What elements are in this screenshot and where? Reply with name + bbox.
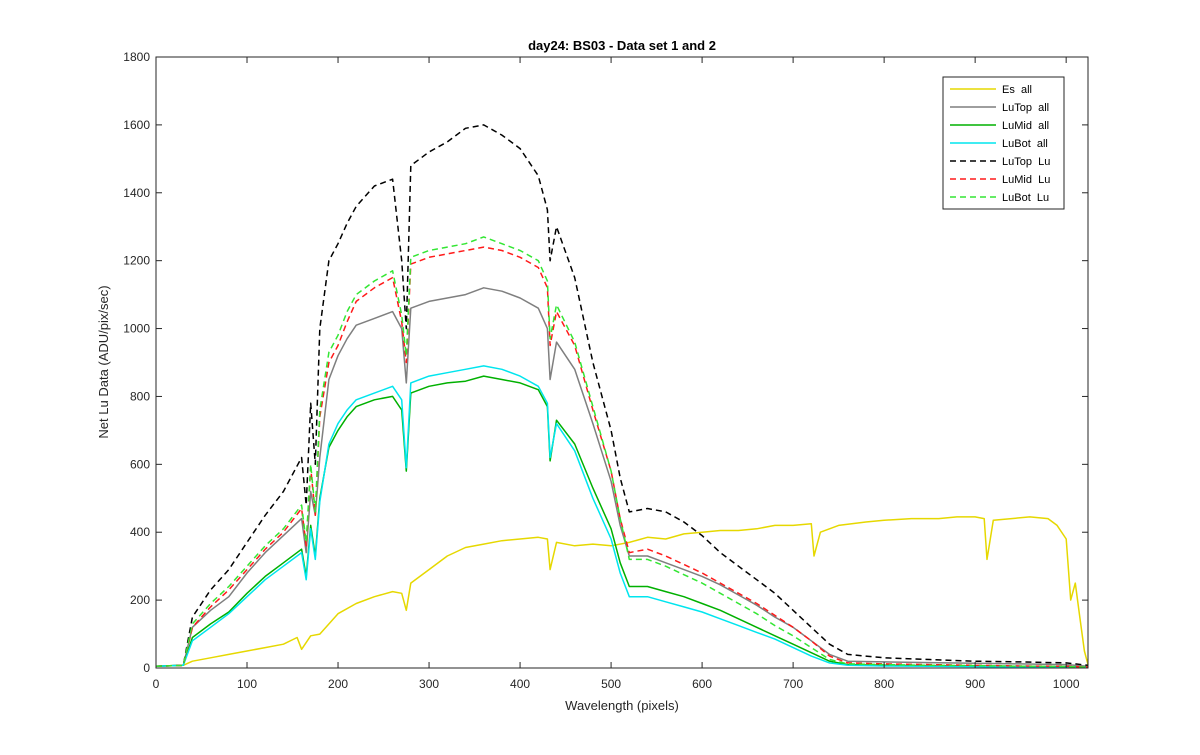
legend-label-0: Es all	[1002, 84, 1032, 96]
series-line-3	[155, 365, 1089, 669]
series-layer	[155, 124, 1089, 669]
legend-label-5: LuMid Lu	[1002, 174, 1050, 186]
x-tick-label: 700	[783, 677, 803, 691]
legend-label-1: LuTop all	[1002, 102, 1049, 114]
x-tick-label: 800	[874, 677, 894, 691]
x-tick-label: 500	[601, 677, 621, 691]
legend-label-4: LuTop Lu	[1002, 156, 1050, 168]
x-axis-label: Wavelength (pixels)	[565, 698, 679, 713]
legend-label-6: LuBot Lu	[1002, 192, 1049, 204]
y-axis: 0 200 400 600 800 1000 1200 1400 1600 1800	[123, 50, 1088, 675]
x-tick-label: 100	[237, 677, 257, 691]
legend-label-3: LuBot all	[1002, 138, 1048, 150]
y-tick-label: 1600	[123, 118, 150, 132]
x-tick-label: 900	[965, 677, 985, 691]
y-tick-label: 1400	[123, 186, 150, 200]
y-tick-label: 1200	[123, 254, 150, 268]
y-tick-label: 0	[143, 661, 150, 675]
y-tick-label: 1800	[123, 50, 150, 64]
plot-frame	[155, 56, 1089, 669]
x-tick-label: 300	[419, 677, 439, 691]
x-tick-label: 600	[692, 677, 712, 691]
series-line-6	[155, 236, 1089, 669]
x-tick-label: 200	[328, 677, 348, 691]
y-tick-label: 600	[130, 457, 150, 471]
x-axis: 0 100 200 300 400 500 600 700 800 900 1000	[153, 57, 1080, 691]
legend: Es all LuTop all LuMid all LuBot all LuTop L…	[942, 76, 1065, 210]
y-tick-label: 1000	[123, 322, 150, 336]
y-tick-label: 200	[130, 593, 150, 607]
legend-label-2: LuMid all	[1002, 120, 1049, 132]
chart-title: day24: BS03 - Data set 1 and 2	[528, 38, 716, 53]
x-tick-label: 400	[510, 677, 530, 691]
x-tick-label: 0	[153, 677, 160, 691]
y-axis-label: Net Lu Data (ADU/pix/sec)	[96, 285, 111, 438]
series-line-5	[155, 246, 1089, 668]
y-tick-label: 400	[130, 525, 150, 539]
series-line-0	[155, 516, 1089, 668]
y-tick-label: 800	[130, 389, 150, 403]
series-line-4	[155, 124, 1089, 668]
x-tick-label: 1000	[1053, 677, 1080, 691]
